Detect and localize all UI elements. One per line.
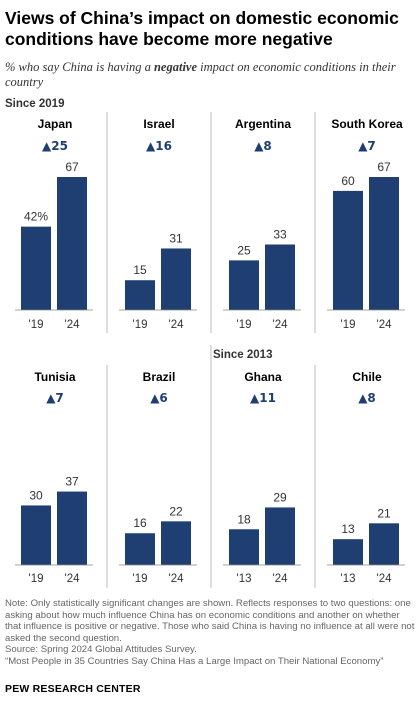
- data-label: 13: [341, 522, 355, 536]
- bar: [265, 507, 295, 565]
- panel-title: Tunisia: [34, 370, 75, 384]
- data-label: 37: [65, 475, 79, 489]
- tick-label: '24: [273, 319, 289, 331]
- bar: [21, 226, 51, 310]
- change-label: ▲11: [250, 391, 276, 405]
- data-label: 42%: [24, 210, 48, 224]
- panel-title: Brazil: [143, 370, 176, 384]
- chart-subtitle: % who say China is having a negative imp…: [5, 60, 415, 90]
- pew-research-center-logo: PEW RESEARCH CENTER: [5, 683, 141, 695]
- tick-label: '13: [341, 573, 356, 585]
- tick-label: '24: [169, 319, 185, 331]
- data-label: 25: [237, 243, 251, 257]
- data-label: 22: [169, 504, 183, 518]
- data-label: 67: [377, 160, 391, 174]
- tick-label: '24: [65, 319, 81, 331]
- subtitle-text-after: impact on economic conditions in their c…: [5, 60, 396, 89]
- panel-title: Ghana: [244, 370, 282, 384]
- panel-title: Japan: [38, 117, 73, 131]
- subtitle-emphasis: negative: [153, 60, 198, 74]
- bar: [369, 523, 399, 565]
- chart-title: Views of China’s impact on domestic econ…: [5, 8, 399, 49]
- subtitle-text-before: % who say China is having a: [5, 60, 154, 74]
- bar: [161, 248, 191, 310]
- tick-label: '19: [133, 319, 148, 331]
- tick-label: '24: [65, 573, 81, 585]
- data-label: 30: [29, 488, 43, 502]
- group-label-since-2013: Since 2013: [213, 349, 273, 361]
- change-label: ▲7: [358, 139, 376, 153]
- panel-title: Israel: [143, 117, 174, 131]
- panel-title: Argentina: [235, 117, 291, 131]
- bar: [265, 244, 295, 310]
- source-text: Source: Spring 2024 Global Attitudes Sur…: [5, 644, 197, 656]
- change-label: ▲16: [146, 139, 172, 153]
- tick-label: '19: [237, 319, 252, 331]
- bar: [57, 177, 87, 310]
- change-label: ▲6: [150, 391, 168, 405]
- bar: [161, 521, 191, 565]
- tick-label: '13: [237, 573, 252, 585]
- panel-title: South Korea: [331, 117, 403, 131]
- panels-group: Japan▲2542%'1967'24Israel▲1615'1931'24Ar…: [15, 117, 405, 585]
- panel-ghana: Ghana ▲11 18 '13 29 '24: [223, 370, 301, 585]
- bar: [21, 505, 51, 565]
- tick-label: '24: [377, 573, 393, 585]
- tick-label: '19: [29, 573, 44, 585]
- bar: [125, 533, 155, 565]
- data-label: 21: [377, 506, 391, 520]
- data-label: 31: [169, 231, 183, 245]
- bar: [333, 190, 363, 310]
- notes-block: Note: Only statistically significant cha…: [5, 598, 415, 668]
- panel-israel: Israel ▲16 15 '19 31 '24: [119, 117, 197, 331]
- chart-panels: Japan▲2542%'1967'24Israel▲1615'1931'24Ar…: [15, 112, 405, 588]
- data-label: 29: [273, 490, 287, 504]
- panel-argentina: Argentina ▲8 25 '19 33 '24: [223, 117, 301, 331]
- tick-label: '24: [169, 573, 185, 585]
- data-label: 18: [237, 512, 251, 526]
- tick-label: '24: [273, 573, 289, 585]
- change-label: ▲7: [46, 391, 64, 405]
- change-label: ▲25: [42, 139, 68, 153]
- panel-dividers: [106, 112, 316, 588]
- data-label: 16: [133, 516, 147, 530]
- bar: [229, 260, 259, 310]
- data-label: 33: [273, 227, 287, 241]
- tick-label: '19: [341, 319, 356, 331]
- bar: [57, 491, 87, 565]
- note-text: Note: Only statistically significant cha…: [5, 598, 415, 644]
- bar: [333, 539, 363, 565]
- bar: [125, 280, 155, 310]
- panel-title: Chile: [352, 370, 382, 384]
- panel-brazil: Brazil ▲6 16 '19 22 '24: [119, 370, 197, 585]
- report-title: “Most People in 35 Countries Say China H…: [5, 655, 384, 667]
- tick-label: '19: [29, 319, 44, 331]
- panel-chile: Chile ▲8 13 '13 21 '24: [327, 370, 405, 585]
- bar: [369, 177, 399, 310]
- bar: [229, 529, 259, 565]
- tick-label: '19: [133, 573, 148, 585]
- change-label: ▲8: [254, 139, 272, 153]
- data-label: 15: [133, 263, 147, 277]
- panel-south-korea: South Korea ▲7 60 '19 67 '24: [327, 117, 405, 331]
- tick-label: '24: [377, 319, 393, 331]
- data-label: 67: [65, 160, 79, 174]
- panel-tunisia: Tunisia ▲7 30 '19 37 '24: [15, 370, 93, 585]
- group-label-since-2019: Since 2019: [5, 98, 65, 110]
- data-label: 60: [341, 174, 355, 188]
- change-label: ▲8: [358, 391, 376, 405]
- panel-japan: Japan ▲25 42% '19 67 '24: [15, 117, 93, 331]
